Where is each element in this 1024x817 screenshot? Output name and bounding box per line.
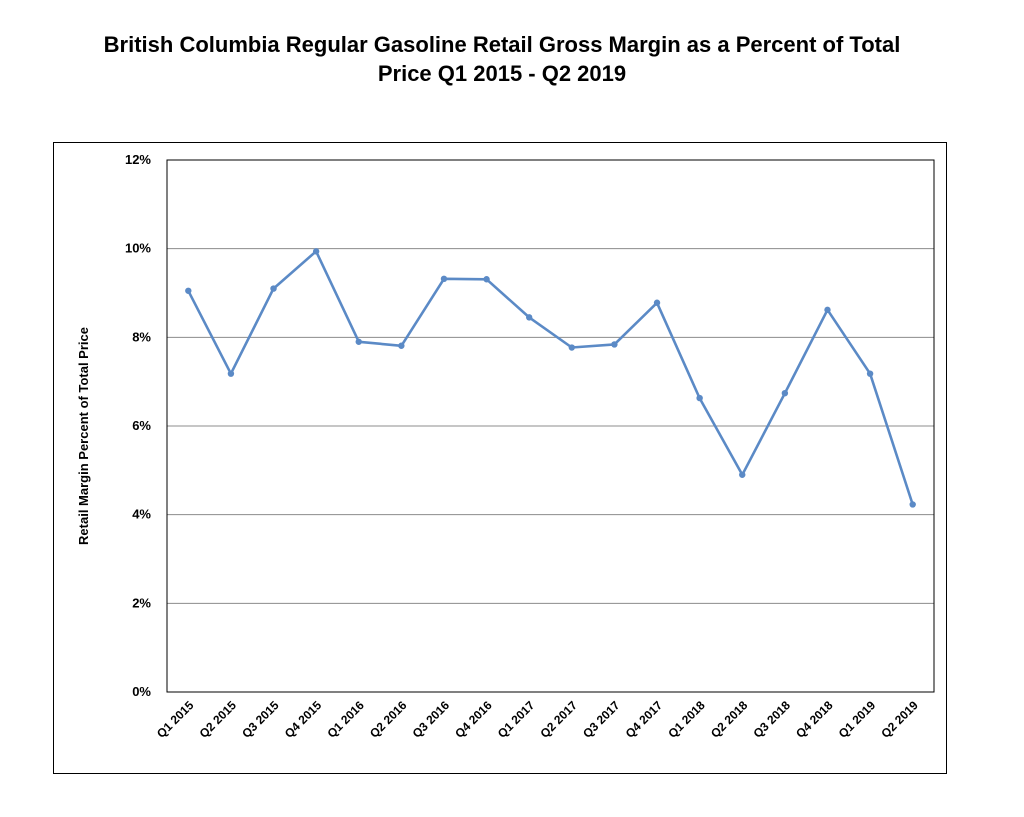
x-tick-label: Q2 2017 <box>537 698 580 741</box>
x-tick-label: Q3 2015 <box>239 698 282 741</box>
data-point-q4-2018 <box>824 306 831 314</box>
x-tick-label: Q2 2016 <box>367 698 410 741</box>
series-line <box>187 250 914 505</box>
data-point-q3-2018 <box>781 389 789 397</box>
x-tick-label: Q4 2018 <box>793 698 836 741</box>
data-point-q1-2016 <box>355 338 362 345</box>
data-point-q2-2017 <box>568 344 576 351</box>
y-tick-label: 6% <box>132 418 151 433</box>
data-point-q4-2017 <box>653 299 661 306</box>
y-tick-label: 4% <box>132 507 151 522</box>
data-points <box>185 248 916 508</box>
data-point-q1-2019 <box>866 370 874 377</box>
x-tick-label: Q3 2017 <box>580 698 623 741</box>
data-point-q3-2015 <box>270 285 277 292</box>
y-tick-label: 8% <box>132 329 151 344</box>
x-tick-label: Q4 2017 <box>623 698 666 741</box>
chart-title-line-1: British Columbia Regular Gasoline Retail… <box>103 32 901 57</box>
x-tick-label: Q1 2016 <box>324 698 367 741</box>
gridlines <box>167 248 934 604</box>
x-tick-label: Q2 2018 <box>708 698 751 741</box>
chart-title-line-2: Price Q1 2015 - Q2 2019 <box>377 61 627 86</box>
y-axis-tick-labels: 0% 2% 4% 6% 8% 10% 12% <box>125 152 151 699</box>
x-tick-label: Q1 2019 <box>836 698 879 741</box>
x-tick-label: Q4 2016 <box>452 698 495 741</box>
data-point-q4-2015 <box>312 248 320 255</box>
y-axis-label: Retail Margin Percent of Total Price <box>76 327 91 545</box>
plot-area <box>166 159 935 693</box>
y-tick-label: 10% <box>125 241 151 256</box>
chart-title: British Columbia Regular Gasoline Retail… <box>0 30 1004 88</box>
x-tick-label: Q1 2015 <box>154 698 197 741</box>
x-tick-label: Q2 2019 <box>878 698 921 741</box>
data-point-q3-2016 <box>440 275 448 283</box>
x-tick-label: Q1 2018 <box>665 698 708 741</box>
data-point-q2-2016 <box>398 342 405 349</box>
x-tick-label: Q4 2015 <box>282 698 325 741</box>
x-tick-label: Q3 2018 <box>751 698 794 741</box>
data-point-q1-2018 <box>696 394 703 402</box>
data-point-q1-2017 <box>525 314 533 321</box>
x-tick-label: Q1 2017 <box>495 698 538 741</box>
data-point-q1-2015 <box>185 287 192 294</box>
y-tick-label: 2% <box>132 595 151 610</box>
chart-frame <box>53 142 947 774</box>
data-point-q3-2017 <box>611 341 618 348</box>
data-point-q2-2015 <box>227 370 235 377</box>
data-point-q2-2018 <box>739 471 746 478</box>
data-point-q2-2019 <box>909 501 916 508</box>
data-point-q4-2016 <box>483 276 490 283</box>
x-tick-label: Q3 2016 <box>410 698 453 741</box>
x-tick-label: Q2 2015 <box>197 698 240 741</box>
y-tick-label: 0% <box>132 684 151 699</box>
y-tick-label: 12% <box>125 152 151 167</box>
x-axis-tick-labels: Q1 2015 Q2 2015 Q3 2015 Q4 2015 Q1 2016 Q2 20… <box>154 698 921 741</box>
